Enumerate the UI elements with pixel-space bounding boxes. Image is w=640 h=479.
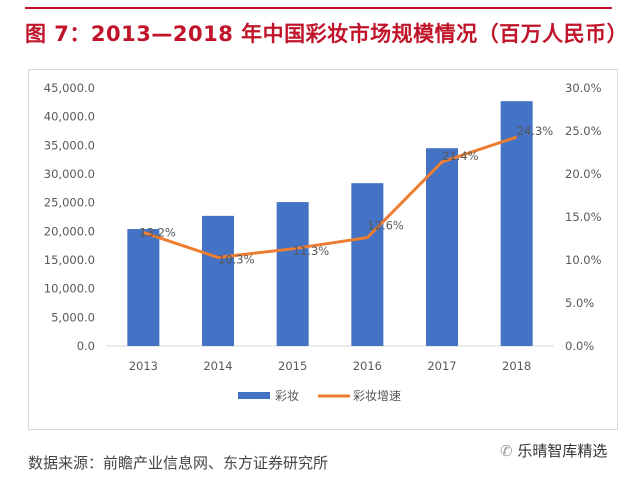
growth-label: 10.3% bbox=[218, 252, 255, 266]
y-right-tick-label: 10.0% bbox=[565, 253, 602, 267]
y-left-tick-label: 0.0 bbox=[77, 339, 95, 353]
growth-label: 24.3% bbox=[517, 124, 554, 138]
legend-line-label: 彩妆增速 bbox=[353, 389, 401, 403]
x-tick-label: 2018 bbox=[502, 359, 531, 373]
y-right-tick-label: 0.0% bbox=[565, 339, 594, 353]
x-tick-label: 2017 bbox=[427, 359, 456, 373]
x-tick-label: 2014 bbox=[203, 359, 232, 373]
title-rule bbox=[25, 7, 612, 9]
legend-bar-swatch bbox=[238, 392, 270, 399]
bar-2016 bbox=[351, 183, 384, 346]
x-tick-label: 2013 bbox=[129, 359, 158, 373]
x-tick-label: 2016 bbox=[353, 359, 382, 373]
y-right-tick-label: 30.0% bbox=[565, 81, 602, 95]
bar-2015 bbox=[276, 202, 309, 346]
y-right-tick-label: 15.0% bbox=[565, 210, 602, 224]
x-tick-label: 2015 bbox=[278, 359, 307, 373]
growth-line bbox=[142, 135, 518, 259]
wechat-icon: ✆ bbox=[500, 442, 518, 460]
growth-label: 21.4% bbox=[442, 149, 479, 163]
y-left-tick-label: 25,000.0 bbox=[44, 196, 95, 210]
growth-label: 13.2% bbox=[139, 225, 176, 239]
y-left-tick-label: 45,000.0 bbox=[44, 81, 95, 95]
watermark: ✆ 乐晴智库精选 bbox=[500, 440, 607, 461]
y-left-tick-label: 20,000.0 bbox=[44, 224, 95, 238]
y-left-tick-label: 35,000.0 bbox=[44, 138, 95, 152]
chart-frame bbox=[28, 69, 618, 430]
chart-title: 图 7：2013—2018 年中国彩妆市场规模情况（百万人民币） bbox=[25, 22, 629, 46]
y-right-tick-label: 5.0% bbox=[565, 296, 594, 310]
y-right-tick-label: 20.0% bbox=[565, 167, 602, 181]
y-left-tick-label: 30,000.0 bbox=[44, 167, 95, 181]
bar-2014 bbox=[202, 215, 234, 346]
y-left-tick-label: 10,000.0 bbox=[44, 282, 95, 296]
y-left-tick-label: 15,000.0 bbox=[44, 253, 95, 267]
bar-2013 bbox=[127, 229, 160, 346]
y-left-tick-label: 5,000.0 bbox=[51, 310, 95, 324]
watermark-text: 乐晴智库精选 bbox=[517, 442, 608, 460]
y-left-tick-label: 40,000.0 bbox=[44, 110, 95, 124]
growth-label: 12.6% bbox=[367, 219, 404, 233]
source-note: 数据来源：前瞻产业信息网、东方证券研究所 bbox=[28, 454, 329, 472]
bar-2017 bbox=[426, 148, 458, 346]
legend-bar-label: 彩妆 bbox=[275, 389, 299, 403]
growth-label: 11.3% bbox=[293, 244, 330, 258]
y-right-tick-label: 25.0% bbox=[565, 124, 602, 138]
